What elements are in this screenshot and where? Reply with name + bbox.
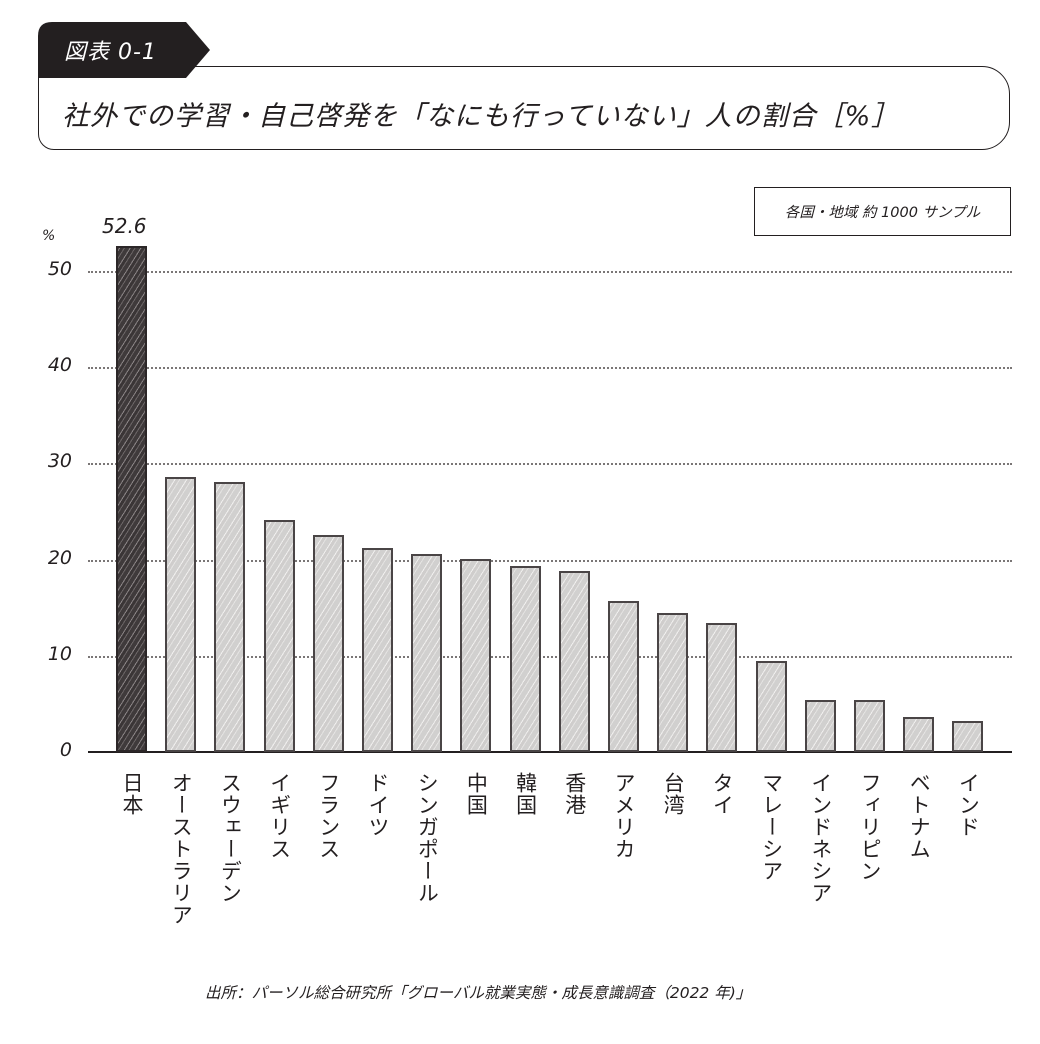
x-category-label: インドネシア [808,772,833,904]
y-tick-label: 10 [47,642,72,665]
x-category-label: シンガポール [415,772,440,904]
bar-7 [460,558,492,752]
y-tick-label: 30 [47,450,72,473]
y-tick-label: 50 [47,258,72,280]
x-category-label: 中国 [464,772,489,816]
gridline [88,559,1012,562]
x-category-label: フランス [316,772,341,860]
chart-title: 社外での学習・自己啓発を「なにも行っていない」人の割合［%］ [62,101,900,132]
bar-2 [214,481,246,752]
x-category-label: ドイツ [366,772,390,838]
bar-17 [952,721,984,752]
gridline [88,367,1012,370]
bar-value-label: 52.6 [102,213,147,238]
sample-note: 各国・地域 約 1000 サンプル [754,187,1011,236]
bar-11 [657,612,689,752]
y-tick-label: 20 [47,546,72,569]
y-tick-label: 40 [47,354,72,377]
bar-15 [854,700,885,752]
x-category-label: 韓国 [513,772,538,816]
bar-3 [263,520,295,752]
bar-1 [165,476,197,752]
bar-14 [804,700,836,752]
x-category-label: マレーシア [759,772,784,882]
title-frame [38,66,1010,150]
bar-8 [509,566,541,752]
y-axis-unit: % [42,228,56,244]
y-tick-label: 0 [59,739,72,761]
x-category-label: 台湾 [661,772,686,816]
bar-16 [903,717,935,752]
x-category-label: 日本 [120,772,144,816]
bar-0 [116,245,147,752]
bar-4 [312,534,344,752]
bar-5 [362,548,393,752]
bar-13 [755,660,787,752]
x-category-label: ベトナム [907,772,932,860]
gridline [88,463,1012,466]
figure-number: 図表 0-1 [64,40,157,65]
x-category-label: タイ [710,772,735,816]
bar-12 [706,623,738,752]
x-category-label: 香港 [562,772,587,816]
source-note: 出所：パーソル総合研究所「グローバル就業実態・成長意識調査（2022 年)」 [205,984,752,1002]
x-category-label: フィリピン [858,772,882,882]
x-category-label: オーストラリア [169,772,194,926]
x-axis-line [88,751,1012,753]
x-category-label: スウェーデン [218,772,243,904]
x-category-label: インド [956,772,981,838]
bar-6 [411,553,443,752]
gridline [88,655,1012,658]
x-category-label: イギリス [267,772,292,860]
tag-arrow-shape [38,22,210,78]
bar-9 [558,571,590,752]
gridline [88,271,1012,273]
bar-10 [608,600,639,752]
figure-tag: 図表 0-1 [38,22,210,78]
x-category-label: アメリカ [612,772,636,860]
